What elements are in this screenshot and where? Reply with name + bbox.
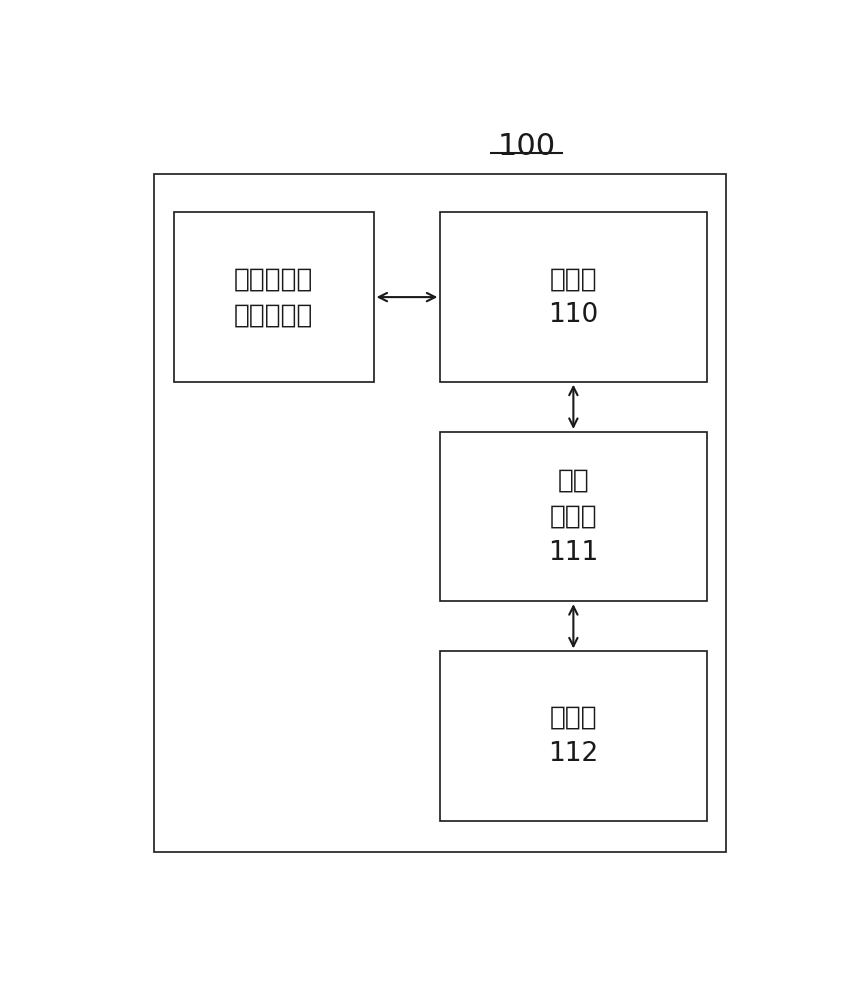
Text: 100: 100: [497, 132, 556, 161]
Text: 处理器
112: 处理器 112: [548, 705, 599, 767]
Bar: [174, 212, 374, 382]
Bar: [440, 212, 706, 382]
Text: 存储器
110: 存储器 110: [548, 266, 599, 328]
Text: 管线埋深精
度检测装置: 管线埋深精 度检测装置: [235, 266, 314, 328]
Text: 存储
控制器
111: 存储 控制器 111: [548, 468, 599, 566]
Bar: [440, 651, 706, 821]
Bar: [440, 432, 706, 601]
Bar: [154, 174, 727, 852]
